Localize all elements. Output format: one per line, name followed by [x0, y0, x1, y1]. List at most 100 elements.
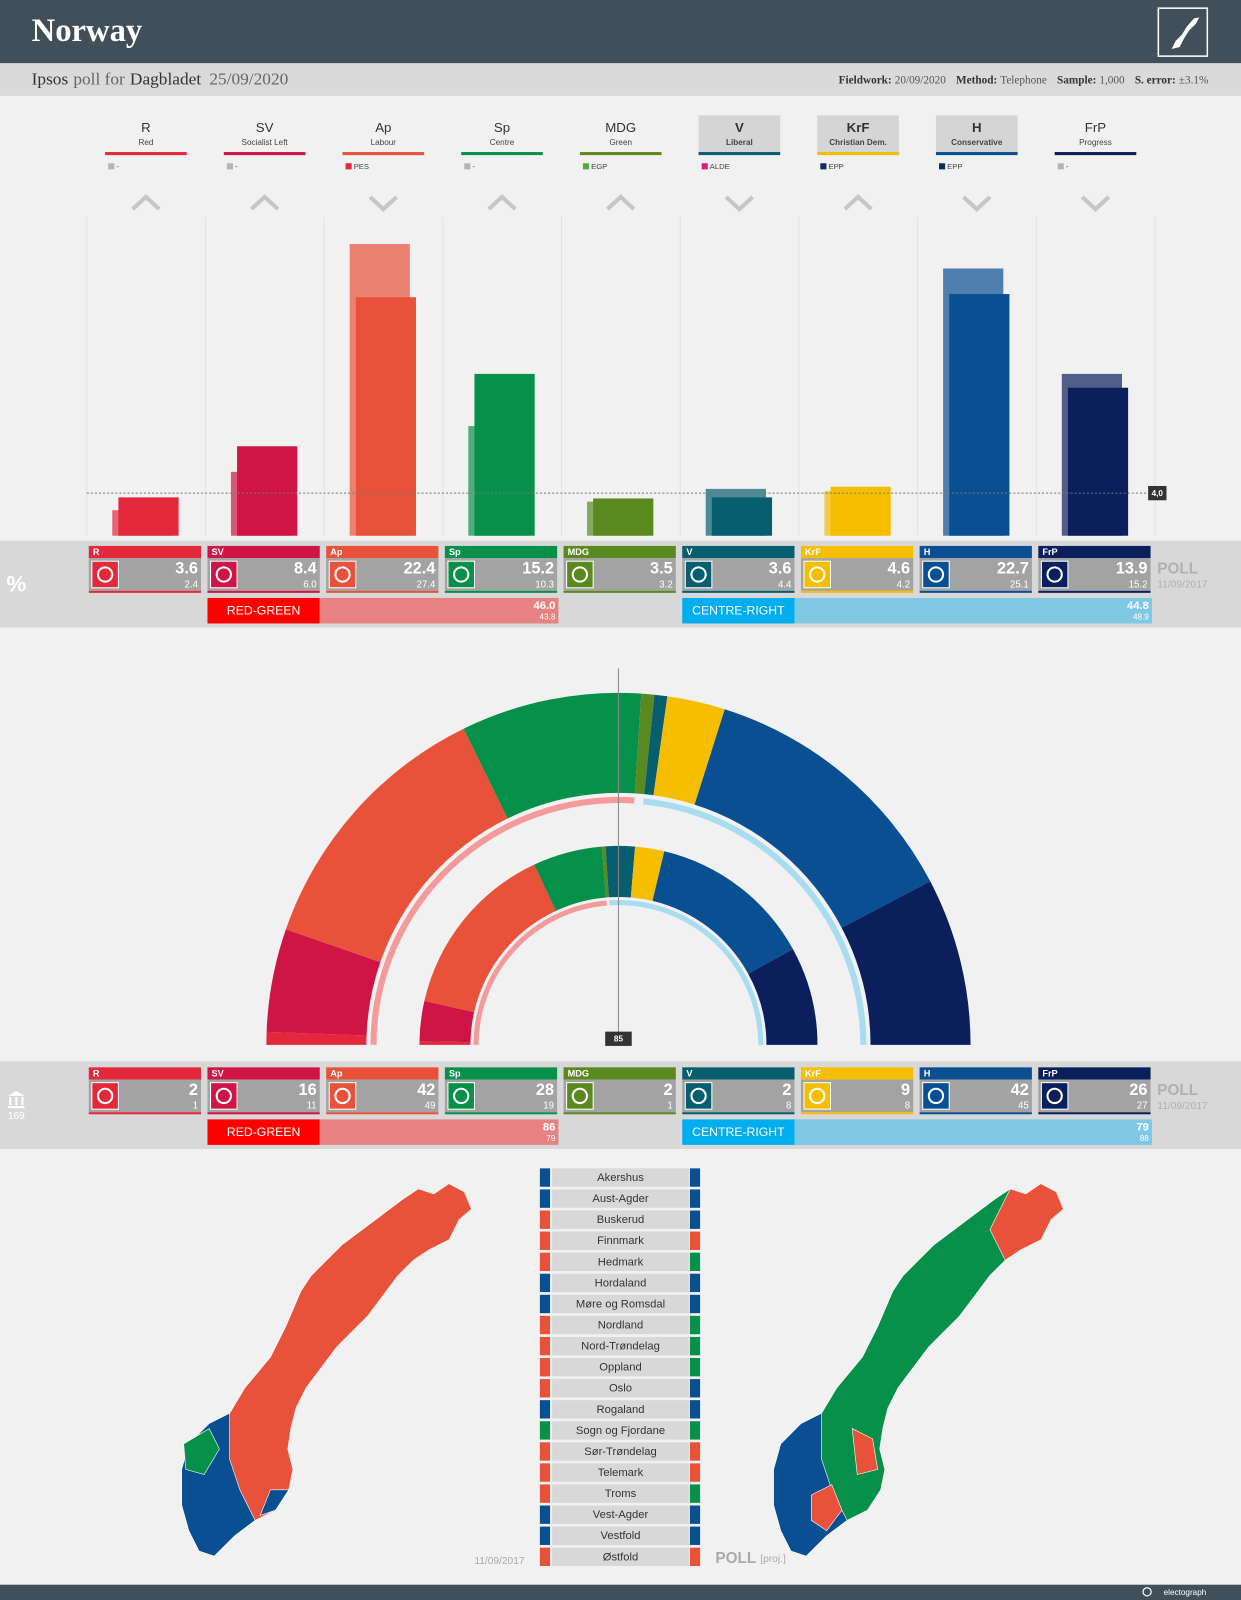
- tile-abbr: R: [93, 547, 100, 557]
- tile-previous: 27.4: [417, 579, 436, 590]
- bloc-name: RED-GREEN: [227, 603, 300, 617]
- party-abbr: SV: [256, 120, 274, 135]
- region-poll: [689, 1189, 701, 1208]
- party-abbr: FrP: [1085, 120, 1107, 135]
- region-poll: [689, 1400, 701, 1419]
- region-poll: [689, 1210, 701, 1229]
- tile-underline: [444, 590, 558, 593]
- detail-label: Fieldwork:: [839, 74, 892, 86]
- region-poll: [689, 1547, 701, 1567]
- tile-underline: [88, 1112, 202, 1115]
- tile-abbr: V: [686, 1068, 693, 1078]
- region-2017: [539, 1547, 551, 1567]
- tile-strip: [88, 545, 202, 559]
- bar: [949, 294, 1010, 536]
- tile-value: 9: [901, 1081, 910, 1099]
- tile-strip: [919, 545, 1032, 559]
- tile-strip: [326, 545, 439, 559]
- tile-previous: 27: [1137, 1101, 1148, 1112]
- region-name: Sør-Trøndelag: [584, 1446, 657, 1458]
- europarty-swatch: [226, 163, 233, 170]
- europarty-swatch: [1057, 163, 1064, 170]
- total-seats: 169: [8, 1111, 25, 1122]
- tile-logo: [210, 1082, 238, 1110]
- region-poll: [689, 1379, 701, 1398]
- tile-previous: 2.4: [185, 579, 199, 590]
- bloc-bar: [319, 1119, 559, 1145]
- bloc-name: CENTRE-RIGHT: [692, 1125, 785, 1139]
- tile-underline: [207, 590, 320, 593]
- tile-previous: 1: [193, 1101, 198, 1112]
- tile-strip: [682, 1067, 795, 1080]
- tile-abbr: MDG: [568, 547, 589, 557]
- region-name: Nord-Trøndelag: [581, 1341, 660, 1353]
- trend-arrow: [1080, 195, 1111, 212]
- region-box: [552, 1168, 689, 1187]
- tile-logo-mark: [690, 1087, 707, 1105]
- tile-underline: [919, 1112, 1032, 1115]
- majority-badge: [605, 1031, 632, 1046]
- europarty: EGP: [591, 162, 607, 171]
- region-poll: [689, 1421, 701, 1440]
- bloc-bar: [319, 597, 559, 624]
- tile-logo: [684, 1082, 713, 1110]
- brand: electograph: [1164, 1588, 1207, 1597]
- tile-value: 2: [782, 1081, 791, 1099]
- europarty-swatch: [345, 163, 352, 170]
- region-box: [552, 1505, 689, 1524]
- tile-abbr: V: [686, 547, 693, 557]
- region-2017: [539, 1231, 551, 1250]
- region-box: [552, 1294, 689, 1314]
- tile-logo-mark: [334, 566, 351, 583]
- region-name: Rogaland: [596, 1404, 644, 1416]
- country-shape: [1171, 17, 1200, 49]
- unit-symbol: %: [6, 572, 26, 597]
- region-box: [552, 1273, 689, 1293]
- poll-details: Fieldwork: 20/09/2020 Method: Telephone Samp…: [839, 74, 1209, 86]
- tile-previous: 45: [1018, 1101, 1029, 1112]
- tile-value: 3.6: [769, 560, 792, 578]
- tile-previous: 11: [307, 1101, 317, 1112]
- tile-strip: [444, 545, 558, 559]
- bar: [355, 297, 416, 536]
- tile-value: 42: [417, 1081, 435, 1099]
- trend-arrow: [843, 194, 873, 211]
- seat-segment: [694, 709, 931, 928]
- bloc-previous: 48.9: [1133, 613, 1149, 622]
- bloc-label-box: [207, 1119, 320, 1145]
- tile-logo: [922, 1082, 950, 1110]
- region-box: [552, 1210, 689, 1229]
- tile-logo: [684, 560, 713, 589]
- comparison-label: POLL: [1157, 560, 1198, 577]
- region-name: Oppland: [599, 1362, 641, 1374]
- region-name: Vestfold: [601, 1530, 641, 1542]
- tile-strip: [800, 1067, 914, 1080]
- region-box: [552, 1547, 689, 1567]
- tile-value: 4.6: [887, 560, 910, 578]
- seat-segment: [424, 864, 556, 1013]
- region-box: [552, 1463, 689, 1482]
- tile-previous: 19: [543, 1101, 554, 1112]
- seat-segment: [630, 846, 665, 901]
- detail-label: Method:: [956, 74, 997, 86]
- bloc-name: CENTRE-RIGHT: [692, 603, 785, 617]
- tile-logo-mark: [215, 566, 232, 583]
- tile-logo-mark: [96, 1087, 114, 1105]
- region-box: [552, 1421, 689, 1440]
- detail-label: S. error:: [1135, 74, 1176, 86]
- tile-value: 2: [664, 1081, 673, 1099]
- map-2017-date: 11/09/2017: [474, 1556, 525, 1567]
- tile-abbr: Ap: [330, 547, 343, 557]
- tile-value: 26: [1129, 1081, 1147, 1099]
- icon-pillar: [21, 1096, 24, 1106]
- tile-logo: [566, 1082, 594, 1110]
- region-name: Østfold: [603, 1551, 639, 1563]
- region-poll: [689, 1315, 701, 1335]
- bloc-bar: [794, 597, 1152, 624]
- region-poll: [689, 1505, 701, 1524]
- tile-logo-mark: [215, 1087, 232, 1105]
- subtitle-part: poll for: [73, 70, 125, 89]
- tile-strip: [1038, 545, 1151, 559]
- tile-abbr: H: [924, 547, 931, 557]
